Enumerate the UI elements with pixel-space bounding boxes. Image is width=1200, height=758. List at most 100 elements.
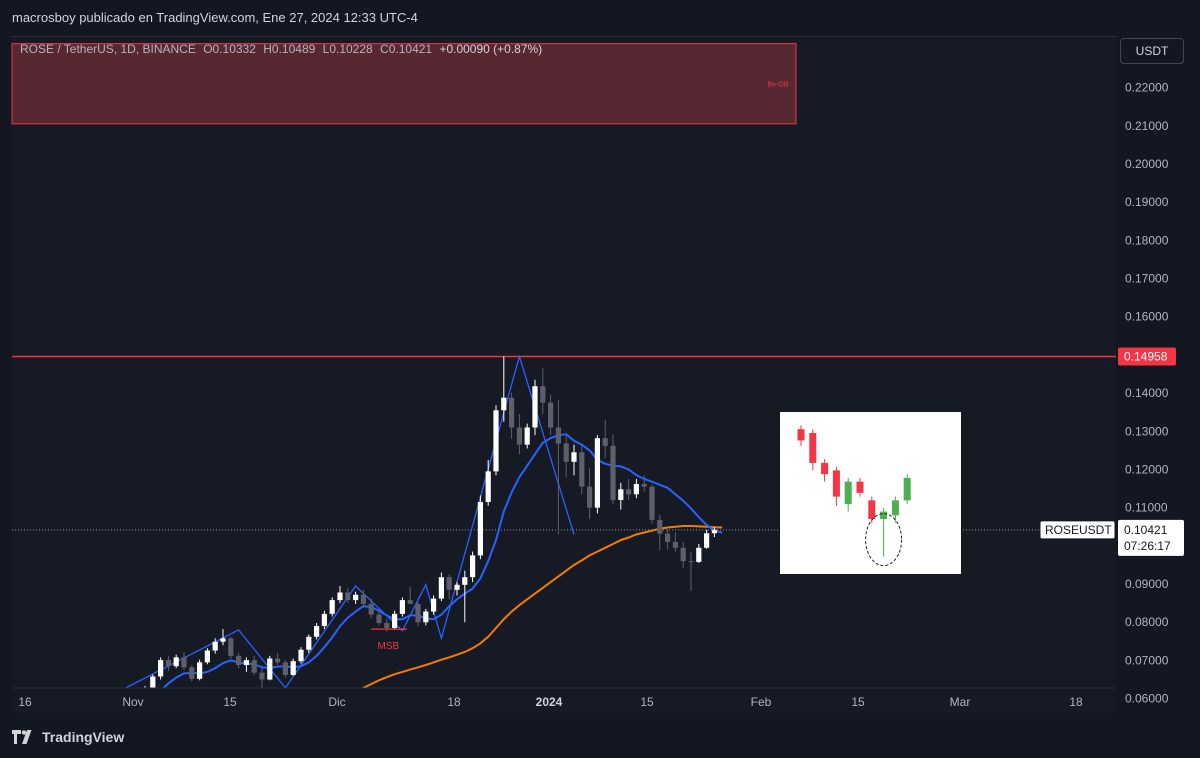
inset-candle-body — [844, 481, 852, 505]
y-tick-label: 0.21000 — [1125, 119, 1169, 133]
candle-body — [610, 445, 616, 501]
last-price-tag — [1118, 519, 1184, 556]
tradingview-brand: TradingView — [42, 729, 125, 745]
inset-candle-body — [809, 432, 817, 463]
candle-body — [236, 655, 242, 666]
y-tick-label: 0.17000 — [1125, 272, 1169, 286]
candle-body — [150, 676, 156, 688]
y-tick-label: 0.22000 — [1125, 81, 1169, 95]
ema-long-line — [360, 525, 723, 688]
candle-body — [197, 662, 203, 679]
y-tick-label: 0.19000 — [1125, 195, 1169, 209]
tradingview-logo-icon — [12, 730, 32, 744]
y-tick-label: 0.08000 — [1125, 615, 1169, 629]
candle-body — [399, 600, 405, 614]
candle-body — [438, 577, 444, 599]
inset-candle-body — [891, 500, 899, 516]
candle-body — [306, 636, 312, 650]
candle-body — [618, 489, 624, 501]
candle-body — [711, 529, 717, 534]
candle-body — [158, 660, 164, 677]
x-tick-label: 2024 — [536, 695, 563, 709]
candle-body — [431, 598, 437, 612]
candle-body — [165, 660, 171, 667]
candle-body — [587, 486, 593, 508]
y-tick-label: 0.14000 — [1125, 386, 1169, 400]
candle-body — [243, 660, 249, 666]
candle-body — [485, 471, 491, 502]
candle-body — [267, 658, 273, 680]
inset-candle-body — [856, 481, 864, 493]
candle-body — [594, 438, 600, 508]
ohlc-change: +0.00090 (+0.87%) — [439, 42, 543, 56]
candle-body — [384, 623, 390, 628]
x-tick-label: Nov — [122, 695, 143, 709]
x-tick-label: Feb — [751, 695, 772, 709]
candle-body — [532, 386, 538, 428]
candle-body — [555, 427, 561, 444]
order-block-label: Be-OB — [767, 82, 788, 89]
y-tick-label: 0.07000 — [1125, 653, 1169, 667]
chart-area[interactable] — [12, 36, 1116, 713]
candle-body — [540, 386, 546, 403]
candle-body — [173, 657, 179, 667]
msb-label: MSB — [378, 641, 400, 652]
candle-body — [189, 667, 195, 679]
candle-body — [181, 657, 187, 668]
y-tick-label: 0.12000 — [1125, 462, 1169, 476]
footer — [0, 718, 1200, 758]
resistance-price-text: 0.14958 — [1124, 350, 1168, 364]
y-tick-label: 0.06000 — [1125, 692, 1169, 706]
candle-body — [392, 613, 398, 628]
symbol-tag-text: ROSEUSDT — [1045, 523, 1112, 537]
x-tick-label: Mar — [950, 695, 971, 709]
resistance-price-tag — [1118, 347, 1176, 366]
inset-candle-body — [903, 477, 911, 501]
candle-body — [563, 443, 569, 462]
candle-body — [446, 577, 452, 590]
y-tick-label: 0.18000 — [1125, 233, 1169, 247]
symbol-tag — [1039, 520, 1116, 540]
x-tick-label: 15 — [851, 695, 865, 709]
candle-body — [407, 600, 413, 604]
candle-body — [251, 660, 257, 673]
candle-body — [579, 452, 585, 487]
candle-body — [423, 611, 429, 623]
candle-body — [665, 533, 671, 543]
currency-button[interactable]: USDT — [1120, 38, 1184, 64]
candle-body — [704, 533, 710, 548]
inset-pattern-box — [780, 412, 961, 574]
symbol-name[interactable]: ROSE / TetherUS, 1D, BINANCE — [20, 42, 196, 56]
candle-body — [204, 650, 210, 663]
candle-body — [376, 614, 382, 624]
candle-body — [454, 584, 460, 590]
y-tick-label: 0.20000 — [1125, 157, 1169, 171]
candle-body — [477, 501, 483, 556]
inset-candle-body — [797, 429, 805, 441]
ohlc-open: O0.10332 — [203, 42, 256, 56]
candle-body — [290, 661, 296, 675]
tradingview-logo[interactable]: TradingView — [12, 729, 124, 745]
bar-countdown: 07:26:17 — [1124, 539, 1171, 553]
candle-body — [509, 397, 515, 428]
candle-body — [626, 489, 632, 495]
candle-body — [680, 547, 686, 562]
inset-highlight-ellipse — [865, 513, 903, 567]
last-price-value: 0.10421 — [1124, 523, 1168, 537]
candle-body — [696, 547, 702, 562]
y-tick-label: 0.09000 — [1125, 577, 1169, 591]
candle-body — [298, 649, 304, 662]
candle-body — [353, 594, 359, 601]
top-header: macrosboy publicado en TradingView.com, … — [0, 0, 1200, 36]
candle-body — [571, 452, 577, 462]
candle-body — [360, 594, 366, 604]
candle-body — [329, 600, 335, 614]
candle-body — [337, 592, 343, 601]
candle-body — [321, 613, 327, 627]
candle-body — [415, 603, 421, 623]
candle-body — [633, 483, 639, 495]
candle-body — [462, 577, 468, 585]
candle-body — [649, 486, 655, 520]
candle-body — [548, 402, 554, 428]
